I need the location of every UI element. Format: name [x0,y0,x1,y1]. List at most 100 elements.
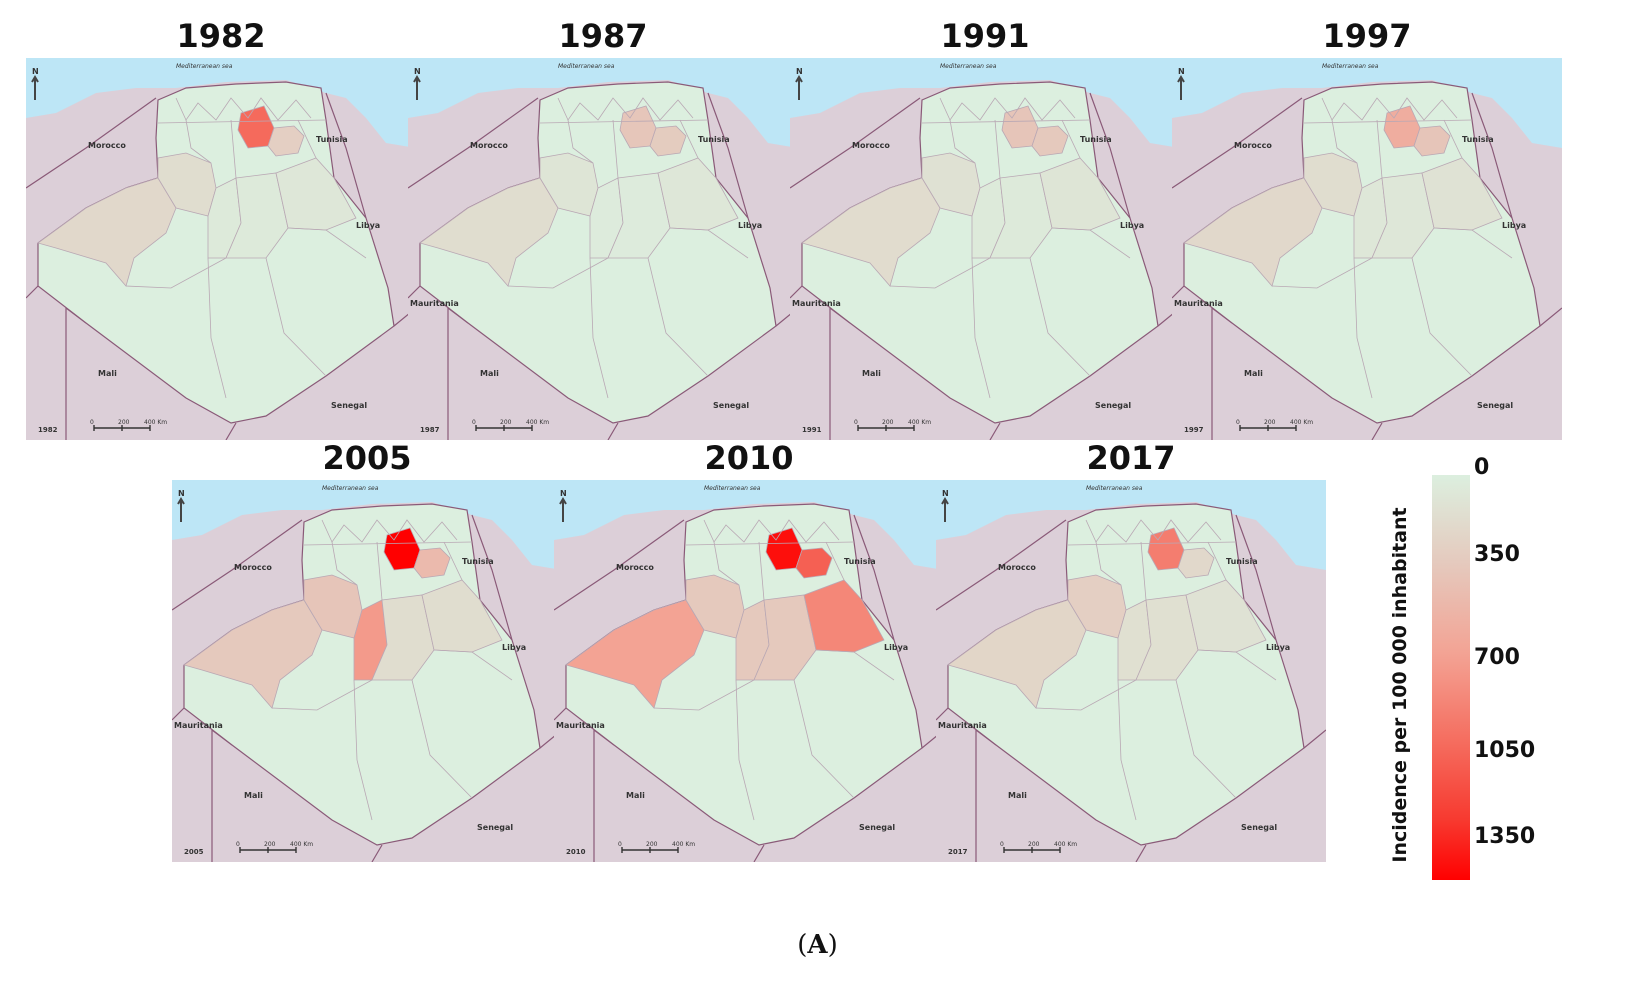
morocco-label: Morocco [234,563,272,572]
mali-label: Mali [862,369,881,378]
north-label: N [1178,67,1185,76]
map-panel-2017: 2017 Mediterranean sea N Morocco Tunisia… [936,438,1326,862]
libya-label: Libya [738,221,762,230]
mediterranean-sea [26,58,416,148]
north-label: N [942,489,949,498]
north-arrow-icon [941,497,949,522]
tunisia-label: Tunisia [1226,557,1258,566]
sea-label: Mediterranean sea [558,63,615,70]
senegal-label: Senegal [1477,401,1513,410]
north-label: N [560,489,567,498]
panel-year-title: 2005 [322,439,412,477]
region-nw [157,152,217,217]
svg-text:400 Km: 400 Km [290,841,313,848]
morocco-label: Morocco [470,141,508,150]
panel-year-title: 2010 [704,439,794,477]
senegal-label: Senegal [713,401,749,410]
north-label: N [414,67,421,76]
panel-year-stamp: 1997 [1184,426,1204,434]
senegal-label: Senegal [331,401,367,410]
map-panel-2010: 2010 Mediterranean sea N Morocco Tunisia… [554,438,944,862]
algeria-map: Mediterranean sea N Morocco Tunisia Liby… [790,58,1180,440]
tunisia-label: Tunisia [1080,135,1112,144]
panel-year-stamp: 2010 [566,848,586,856]
svg-text:0: 0 [618,841,622,848]
svg-text:0: 0 [1000,841,1004,848]
region-batna [649,125,687,157]
morocco-label: Morocco [1234,141,1272,150]
mali-label: Mali [480,369,499,378]
mali-label: Mali [98,369,117,378]
region-batna [795,547,833,579]
scale-bar [621,847,679,853]
morocco-label: Morocco [852,141,890,150]
figure-caption: (A) [797,930,838,960]
libya-label: Libya [1266,643,1290,652]
svg-text:200: 200 [882,419,894,426]
tunisia-label: Tunisia [316,135,348,144]
panel-year-title: 1987 [558,17,648,55]
region-adrar [947,599,1087,709]
mediterranean-sea [1172,58,1562,148]
map-panel-1982: 1982 Mediterranean sea N Morocco Tunisia… [26,16,416,440]
caption-letter: A [807,930,828,960]
morocco-label: Morocco [998,563,1036,572]
senegal-label: Senegal [1241,823,1277,832]
svg-text:0: 0 [236,841,240,848]
north-arrow-icon [177,497,185,522]
legend-tick-350: 350 [1474,542,1520,567]
legend-title-text: Incidence per 100 000 inhabitant [1389,507,1411,862]
mediterranean-sea [554,480,944,570]
legend-title: Incidence per 100 000 inhabitant [1378,500,1418,870]
panel-year-stamp: 2017 [948,848,968,856]
north-arrow-icon [559,497,567,522]
svg-text:0: 0 [90,419,94,426]
region-batna [1177,547,1215,579]
algeria-map: Mediterranean sea N Morocco Tunisia Liby… [554,480,944,862]
libya-label: Libya [356,221,380,230]
mali-label: Mali [626,791,645,800]
region-batna [267,125,305,157]
legend-tick-700: 700 [1474,645,1520,670]
svg-text:200: 200 [1028,841,1040,848]
map-panel-1987: 1987 Mediterranean sea N Morocco Tunisia… [408,16,798,440]
libya-label: Libya [1120,221,1144,230]
tunisia-label: Tunisia [462,557,494,566]
mediterranean-sea [172,480,562,570]
mali-label: Mali [244,791,263,800]
region-nw [921,152,981,217]
panel-year-title: 1997 [1322,17,1412,55]
svg-text:0: 0 [1236,419,1240,426]
svg-text:400 Km: 400 Km [1290,419,1313,426]
algeria-map: Mediterranean sea N Morocco Tunisia Liby… [936,480,1326,862]
svg-text:400 Km: 400 Km [526,419,549,426]
scale-bar [857,425,915,431]
scale-bar [93,425,151,431]
region-nw [1067,574,1127,639]
region-adrar [801,177,941,287]
morocco-label: Morocco [616,563,654,572]
legend-color-bar [1432,475,1470,880]
mali-label: Mali [1244,369,1263,378]
panel-year-title: 2017 [1086,439,1176,477]
scale-bar [475,425,533,431]
panel-year-stamp: 1991 [802,426,822,434]
sea-label: Mediterranean sea [940,63,997,70]
mauritania-label: Mauritania [556,721,605,730]
north-arrow-icon [1177,75,1185,100]
panel-year-title: 1982 [176,17,266,55]
mauritania-label: Mauritania [1174,299,1223,308]
region-batna [413,547,451,579]
senegal-label: Senegal [859,823,895,832]
legend-tick-0: 0 [1474,455,1490,480]
svg-text:400 Km: 400 Km [908,419,931,426]
panel-year-stamp: 1982 [38,426,58,434]
mediterranean-sea [936,480,1326,570]
region-nw [303,574,363,639]
tunisia-label: Tunisia [844,557,876,566]
algeria-map: Mediterranean sea N Morocco Tunisia Liby… [172,480,562,862]
svg-text:400 Km: 400 Km [144,419,167,426]
region-adrar [37,177,177,287]
mauritania-label: Mauritania [410,299,459,308]
algeria-map: Mediterranean sea N Morocco Tunisia Liby… [1172,58,1562,440]
